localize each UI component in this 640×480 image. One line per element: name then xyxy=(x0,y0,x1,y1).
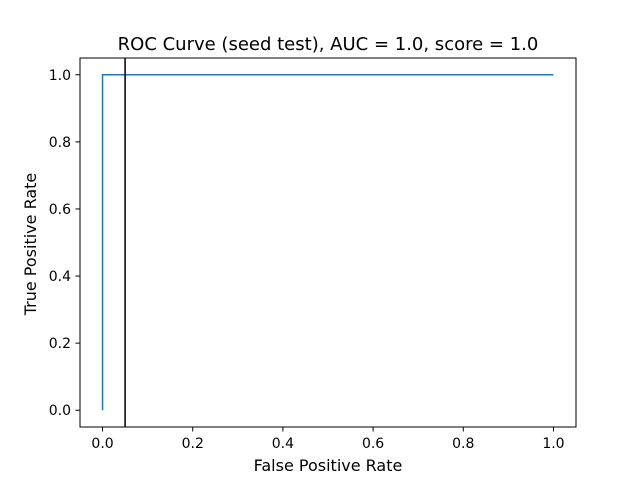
y-tick-label: 1.0 xyxy=(49,68,71,84)
x-axis-ticks: 0.0 0.2 0.4 0.6 0.8 1.0 xyxy=(91,427,565,452)
x-axis-label: False Positive Rate xyxy=(254,456,403,475)
roc-curve-line xyxy=(101,74,554,411)
y-axis-label: True Positive Rate xyxy=(21,173,40,317)
x-tick-label: 0.2 xyxy=(182,436,204,452)
y-tick-label: 0.0 xyxy=(49,403,71,419)
x-tick-label: 0.8 xyxy=(452,436,474,452)
x-tick-label: 0.0 xyxy=(91,436,113,452)
chart-title: ROC Curve (seed test), AUC = 1.0, score … xyxy=(118,34,539,55)
y-tick-label: 0.8 xyxy=(49,135,71,151)
y-tick-label: 0.6 xyxy=(49,202,71,218)
plot-area xyxy=(101,58,554,427)
plot-frame xyxy=(79,57,577,428)
x-tick-label: 0.4 xyxy=(272,436,294,452)
y-tick-label: 0.4 xyxy=(49,269,71,285)
x-tick-label: 0.6 xyxy=(362,436,384,452)
x-tick-label: 1.0 xyxy=(542,436,564,452)
y-axis-ticks: 0.0 0.2 0.4 0.6 0.8 1.0 xyxy=(49,68,80,419)
y-tick-label: 0.2 xyxy=(49,336,71,352)
